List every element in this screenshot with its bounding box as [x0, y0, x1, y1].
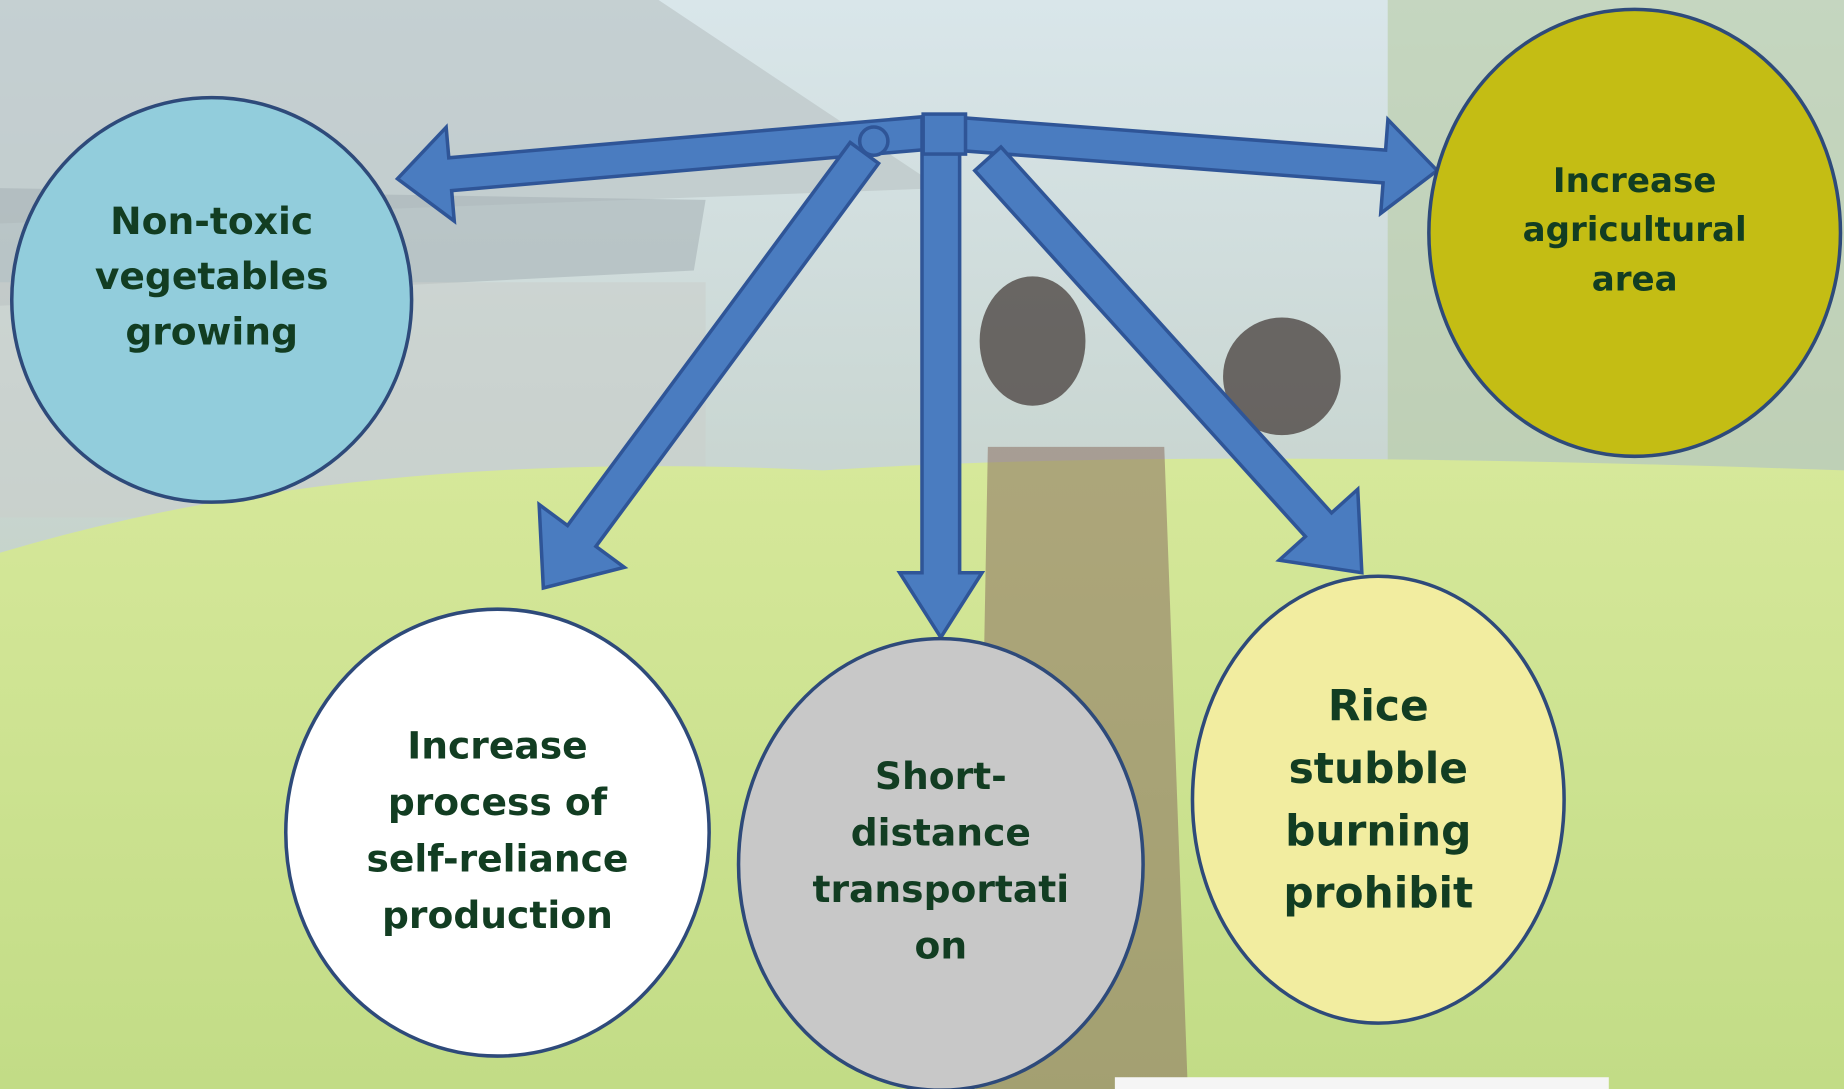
node: Increase agricultural area [1429, 9, 1841, 456]
hub-circle [860, 127, 888, 155]
node-label: production [382, 893, 613, 937]
node-label: burning [1285, 806, 1471, 855]
node-label: Rice [1328, 682, 1429, 731]
node-ellipse [739, 639, 1144, 1089]
diagram: Non-toxic vegetables growing Increase agricu… [0, 0, 1844, 1089]
node-label: growing [125, 309, 298, 353]
node-ellipse [286, 609, 709, 1056]
node: Non-toxic vegetables growing [12, 98, 412, 503]
node-label: vegetables [95, 254, 329, 298]
node-label: agricultural [1523, 210, 1747, 250]
node-label: Non-toxic [110, 199, 313, 243]
node: Rice stubble burning prohibit [1192, 576, 1564, 1023]
node-label: prohibit [1283, 869, 1473, 918]
node-label: process of [388, 780, 608, 824]
node-label: area [1592, 260, 1678, 300]
node: Increase process of self-reliance productio… [286, 609, 709, 1056]
node-ellipse [12, 98, 412, 503]
node-label: Increase [407, 723, 587, 767]
node: Short-distance transportati on [739, 639, 1144, 1089]
node-label: on [914, 923, 967, 967]
node-label: stubble [1289, 744, 1468, 793]
node-label: self-reliance [366, 836, 628, 880]
node-label: Increase [1553, 161, 1717, 201]
node-label: Short- [875, 754, 1007, 798]
node-label: distance [851, 810, 1031, 854]
node-ellipse [1192, 576, 1564, 1023]
hub-bar [923, 114, 965, 154]
node-label: transportati [812, 867, 1069, 911]
